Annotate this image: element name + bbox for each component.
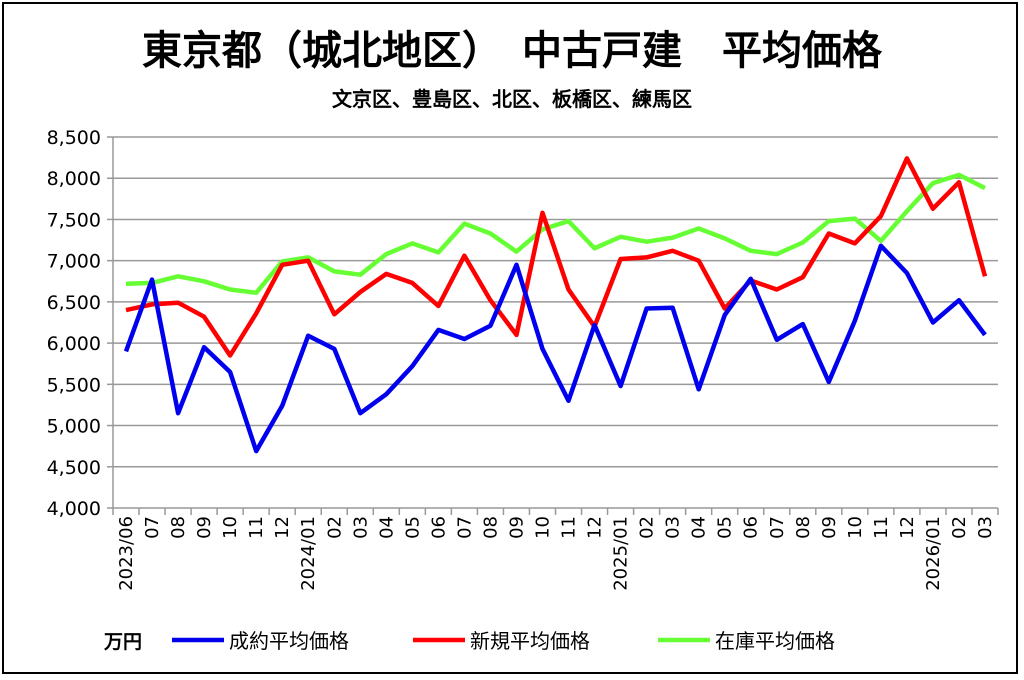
x-tick-label: 09 [819, 516, 840, 539]
x-tick-label: 09 [194, 516, 215, 539]
x-tick-label: 09 [506, 516, 527, 539]
x-tick-label: 07 [767, 516, 788, 539]
x-tick-label: 10 [532, 516, 553, 539]
x-tick-label: 11 [559, 516, 580, 539]
y-tick-label: 8,000 [47, 168, 101, 190]
x-tick-label: 06 [741, 516, 762, 539]
x-tick-label: 07 [142, 516, 163, 539]
x-tick-label: 11 [871, 516, 892, 539]
x-tick-label: 05 [715, 516, 736, 539]
legend-label: 在庫平均価格 [715, 629, 835, 653]
x-tick-label: 2023/06 [116, 516, 137, 591]
chart-title: 東京都（城北地区） 中古戸建 平均価格 [142, 28, 883, 74]
x-tick-label: 02 [637, 516, 658, 539]
x-tick-label: 11 [246, 516, 267, 539]
x-tick-label: 12 [897, 516, 918, 539]
x-tick-label: 08 [480, 516, 501, 539]
x-tick-label: 06 [428, 516, 449, 539]
x-tick-label: 03 [663, 516, 684, 539]
y-tick-label: 7,000 [47, 251, 101, 273]
x-tick-label: 2025/01 [611, 516, 632, 591]
x-tick-label: 08 [168, 516, 189, 539]
x-tick-label: 05 [402, 516, 423, 539]
series-line-2 [125, 156, 988, 358]
y-tick-label: 8,500 [47, 127, 101, 149]
legend-label: 新規平均価格 [470, 629, 590, 653]
y-tick-label: 6,000 [47, 333, 101, 355]
y-tick-label: 5,000 [47, 416, 101, 438]
x-tick-label: 04 [689, 516, 710, 539]
x-tick-label: 03 [975, 516, 996, 539]
x-tick-label: 02 [949, 516, 970, 539]
x-tick-label: 12 [585, 516, 606, 539]
x-tick-label: 07 [454, 516, 475, 539]
x-tick-label: 12 [272, 516, 293, 539]
x-tick-label: 08 [793, 516, 814, 539]
x-tick-label: 2026/01 [923, 516, 944, 591]
legend-label: 成約平均価格 [229, 629, 349, 653]
y-tick-label: 6,500 [47, 292, 101, 314]
series-line-3 [125, 172, 987, 296]
y-tick-label: 7,500 [47, 209, 101, 231]
y-tick-label: 4,000 [47, 498, 101, 520]
y-tick-label: 5,500 [47, 374, 101, 396]
x-tick-label: 04 [376, 516, 397, 539]
y-tick-label: 4,500 [47, 457, 101, 479]
x-tick-label: 10 [220, 516, 241, 539]
y-unit-label: 万円 [103, 631, 142, 653]
x-tick-label: 2024/01 [298, 516, 319, 591]
x-tick-label: 03 [350, 516, 371, 539]
x-tick-label: 02 [324, 516, 345, 539]
series-line-1 [123, 243, 987, 454]
x-tick-label: 10 [845, 516, 866, 539]
chart-subtitle: 文京区、豊島区、北区、板橋区、練馬区 [332, 87, 692, 111]
